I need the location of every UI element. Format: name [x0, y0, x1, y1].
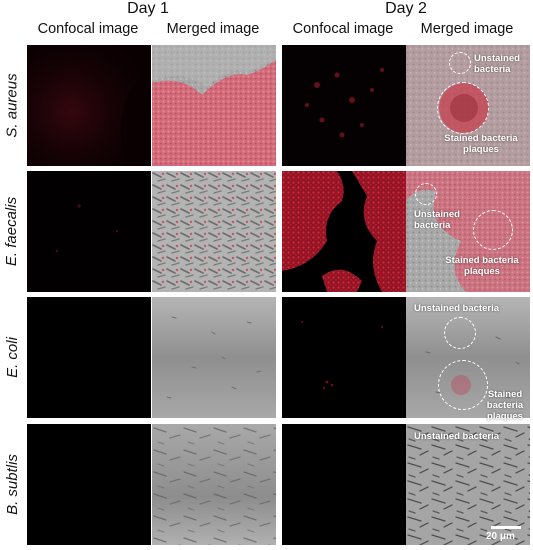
e-faecalis-day1-merged [152, 171, 276, 292]
b-subtilis-day2-merged [406, 424, 530, 545]
s-aureus-day1-confocal [27, 45, 151, 166]
day-2-heading: Day 2 [385, 0, 427, 17]
s-aureus-day1-merged [152, 45, 276, 166]
day-1-heading: Day 1 [127, 0, 169, 17]
b-subtilis-day2-confocal [282, 424, 406, 545]
col-merged-day2: Merged image [420, 21, 514, 37]
b-subtilis-unstained-label: Unstained bacteria [414, 431, 499, 442]
e-faecalis-unstained-marker [415, 183, 437, 205]
s-aureus-stained-marker [437, 82, 489, 134]
s-aureus-unstained-marker [449, 52, 471, 74]
e-coli-unstained-marker [444, 317, 476, 349]
scale-bar-label: 20 μm [486, 531, 515, 542]
scale-bar [491, 526, 521, 529]
e-coli-day2-confocal [282, 297, 406, 418]
e-coli-day1-confocal [27, 297, 151, 418]
e-coli-stained-label: Stained bacteria plaques [486, 389, 524, 422]
e-coli-stained-marker [438, 360, 488, 410]
s-aureus-day2-confocal [282, 45, 406, 166]
s-aureus-stained-label: Stained bacteria plaques [444, 133, 518, 155]
b-subtilis-day1-confocal [27, 424, 151, 545]
e-faecalis-stained-label: Stained bacteria plaques [445, 255, 519, 277]
row-label-b-subtilis: B. subtlis [3, 454, 21, 515]
col-confocal-day2: Confocal image [292, 21, 394, 37]
e-faecalis-day2-confocal [282, 171, 406, 292]
e-faecalis-unstained-label: Unstained bacteria [414, 209, 460, 231]
row-label-e-coli: E. coli [3, 337, 21, 378]
b-subtilis-day1-merged [152, 424, 276, 545]
row-label-e-faecalis: E. faecalis [3, 196, 21, 267]
col-confocal-day1: Confocal image [37, 21, 139, 37]
e-faecalis-day1-confocal [27, 171, 151, 292]
row-label-s-aureus: S. aureus [3, 73, 21, 138]
col-merged-day1: Merged image [166, 21, 260, 37]
e-faecalis-stained-marker [473, 210, 513, 250]
e-coli-unstained-label: Unstained bacteria [414, 303, 499, 314]
e-coli-day1-merged [152, 297, 276, 418]
s-aureus-unstained-label: Unstained bacteria [474, 53, 520, 75]
